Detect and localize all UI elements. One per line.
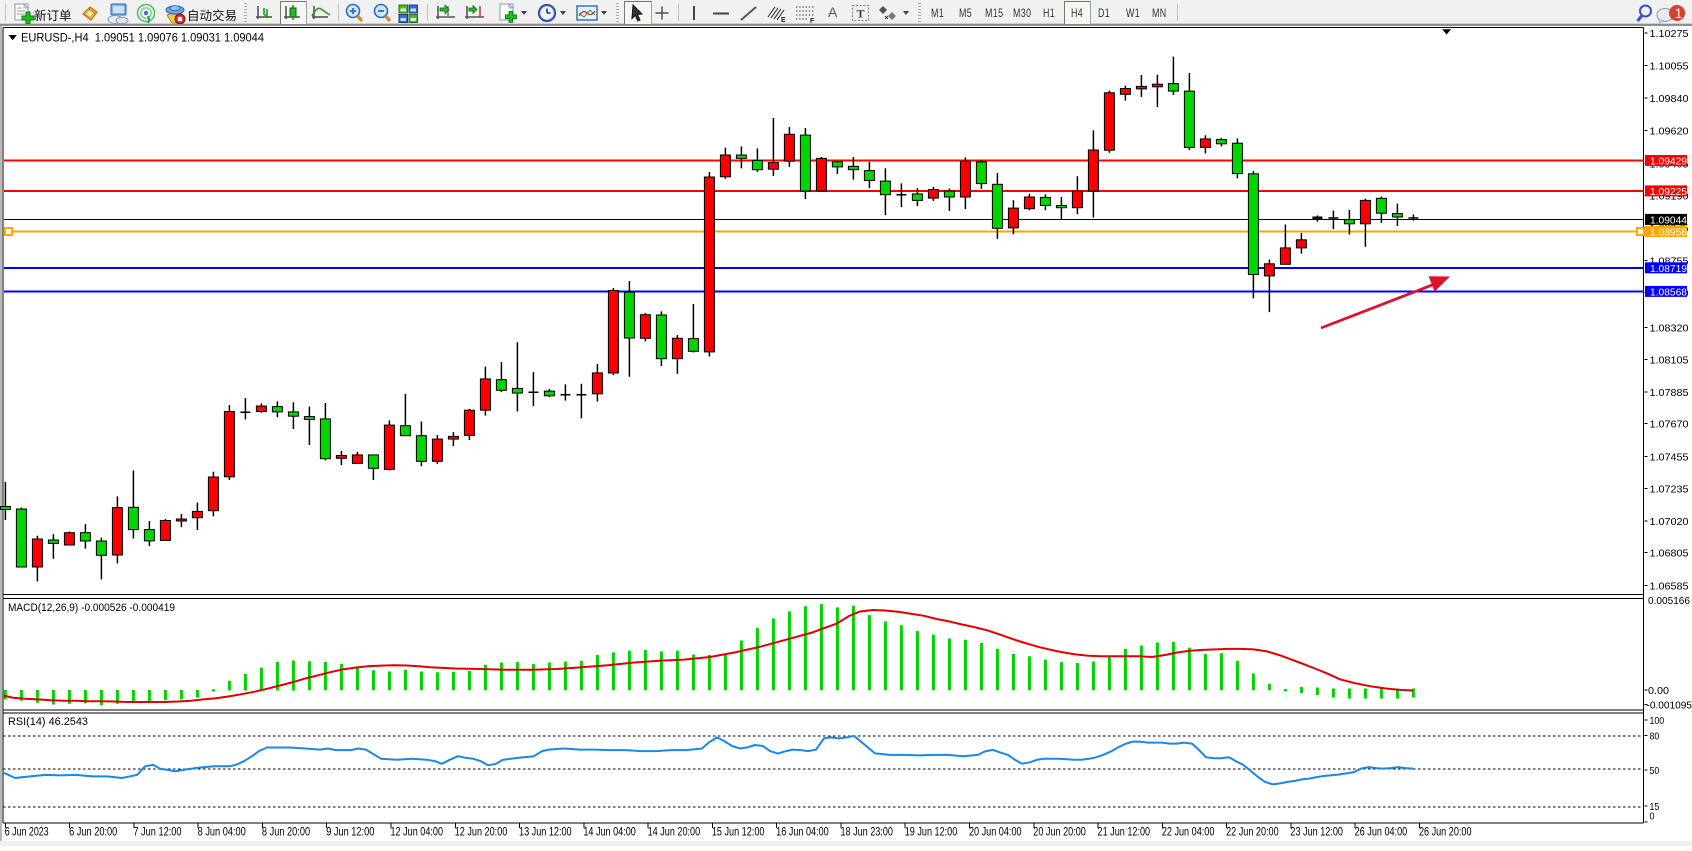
svg-text:1.09620: 1.09620 xyxy=(1650,126,1689,138)
svg-text:1.08719: 1.08719 xyxy=(1650,263,1687,275)
svg-text:100: 100 xyxy=(1650,715,1665,727)
svg-text:1.07455: 1.07455 xyxy=(1650,451,1689,463)
svg-text:22 Jun 20:00: 22 Jun 20:00 xyxy=(1226,827,1279,839)
svg-text:RSI(14) 46.2543: RSI(14) 46.2543 xyxy=(8,716,88,728)
svg-text:1.07235: 1.07235 xyxy=(1650,483,1689,495)
svg-text:1.09429: 1.09429 xyxy=(1650,156,1687,168)
svg-text:9 Jun 12:00: 9 Jun 12:00 xyxy=(326,827,374,839)
svg-text:80: 80 xyxy=(1650,731,1660,743)
svg-text:0.005166: 0.005166 xyxy=(1648,595,1690,607)
svg-text:1.10055: 1.10055 xyxy=(1650,61,1689,73)
svg-text:16 Jun 04:00: 16 Jun 04:00 xyxy=(776,827,829,839)
svg-text:MACD(12,26,9) -0.000526 -0.000: MACD(12,26,9) -0.000526 -0.000419 xyxy=(8,602,175,614)
svg-text:12 Jun 04:00: 12 Jun 04:00 xyxy=(390,827,443,839)
svg-text:1.10275: 1.10275 xyxy=(1650,28,1689,40)
svg-text:26 Jun 04:00: 26 Jun 04:00 xyxy=(1355,827,1408,839)
svg-text:50: 50 xyxy=(1650,765,1660,777)
svg-text:15 Jun 12:00: 15 Jun 12:00 xyxy=(712,827,765,839)
svg-text:14 Jun 20:00: 14 Jun 20:00 xyxy=(648,827,701,839)
svg-text:1.06805: 1.06805 xyxy=(1650,548,1689,560)
svg-text:6 Jun 20:00: 6 Jun 20:00 xyxy=(69,827,117,839)
svg-text:1.08958: 1.08958 xyxy=(1650,227,1687,239)
svg-text:1.09225: 1.09225 xyxy=(1650,186,1687,198)
svg-text:18 Jun 23:00: 18 Jun 23:00 xyxy=(840,827,893,839)
svg-text:6 Jun 2023: 6 Jun 2023 xyxy=(5,827,49,839)
svg-text:14 Jun 04:00: 14 Jun 04:00 xyxy=(583,827,636,839)
svg-text:8 Jun 04:00: 8 Jun 04:00 xyxy=(198,827,246,839)
svg-text:8 Jun 20:00: 8 Jun 20:00 xyxy=(262,827,310,839)
svg-text:19 Jun 12:00: 19 Jun 12:00 xyxy=(905,827,958,839)
svg-text:1.08568: 1.08568 xyxy=(1650,286,1687,298)
svg-text:1.06585: 1.06585 xyxy=(1650,580,1689,592)
svg-text:1.07885: 1.07885 xyxy=(1650,387,1689,399)
svg-text:0: 0 xyxy=(1650,811,1655,823)
svg-text:0.00: 0.00 xyxy=(1648,685,1669,697)
svg-text:1.08105: 1.08105 xyxy=(1650,354,1689,366)
svg-text:1.07020: 1.07020 xyxy=(1650,516,1689,528)
svg-text:-0.001095: -0.001095 xyxy=(1647,700,1692,712)
svg-text:21 Jun 12:00: 21 Jun 12:00 xyxy=(1098,827,1151,839)
svg-text:1.08320: 1.08320 xyxy=(1650,322,1689,334)
svg-text:13 Jun 12:00: 13 Jun 12:00 xyxy=(519,827,572,839)
svg-text:1.09840: 1.09840 xyxy=(1650,93,1689,105)
svg-text:20 Jun 20:00: 20 Jun 20:00 xyxy=(1033,827,1086,839)
svg-text:EURUSD-,H4 1.09051 1.09076 1.: EURUSD-,H4 1.09051 1.09076 1.09031 1.090… xyxy=(21,33,265,45)
svg-text:22 Jun 04:00: 22 Jun 04:00 xyxy=(1162,827,1215,839)
svg-text:1.09044: 1.09044 xyxy=(1650,214,1687,226)
svg-text:1.07670: 1.07670 xyxy=(1650,419,1689,431)
svg-text:12 Jun 20:00: 12 Jun 20:00 xyxy=(455,827,508,839)
svg-text:7 Jun 12:00: 7 Jun 12:00 xyxy=(133,827,181,839)
svg-text:20 Jun 04:00: 20 Jun 04:00 xyxy=(969,827,1022,839)
svg-text:23 Jun 12:00: 23 Jun 12:00 xyxy=(1290,827,1343,839)
svg-text:26 Jun 20:00: 26 Jun 20:00 xyxy=(1419,827,1472,839)
